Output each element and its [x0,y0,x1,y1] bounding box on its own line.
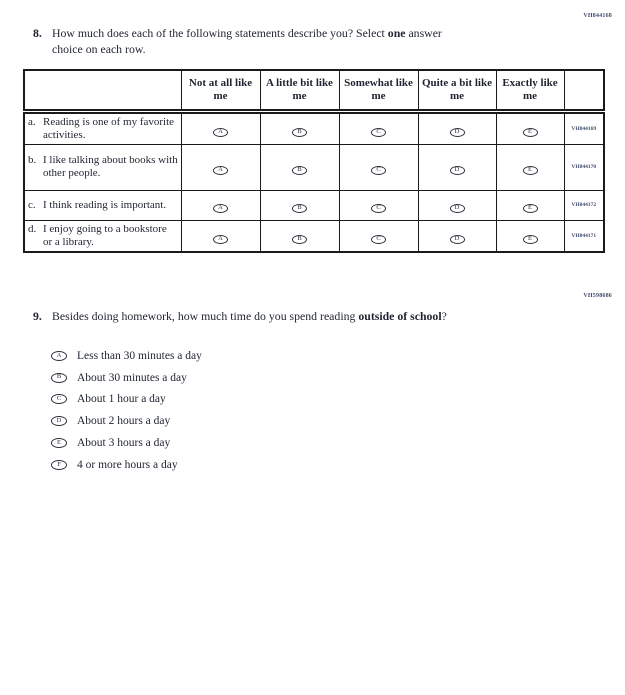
header-quite-a-bit: Quite a bit like me [417,69,497,114]
radio-d-not-at-all[interactable]: A [213,234,228,244]
radio-b-not-at-all[interactable]: A [213,166,228,176]
item-code-row-a: VH844169 [563,111,605,145]
statement-a-label: a. [28,116,36,128]
q8-answer-table: Not at all like me A little bit like me … [23,69,605,253]
q9-option-4-or-more: F 4 or more hours a day [51,454,202,476]
header-statement-blank [23,69,182,114]
table-row-b: b. I like talking about books with other … [23,143,605,191]
table-header-row: Not at all like me A little bit like me … [23,69,605,114]
question-9-number: 9. [33,309,42,323]
statement-d-text: I enjoy going to a bookstore or a librar… [43,222,167,248]
header-not-at-all: Not at all like me [180,69,261,114]
statement-c-text: I think reading is important. [43,198,167,211]
statement-a: a. Reading is one of my favorite activiti… [25,114,181,144]
radio-d-exactly-like[interactable]: E [522,234,538,244]
item-code-row-d: VH844171 [563,219,605,253]
radio-q9-c[interactable]: C [51,394,67,405]
radio-c-quite-a-bit[interactable]: D [449,204,465,214]
question-8-prompt-line2: choice on each row. [52,41,146,56]
statement-c-label: c. [28,198,36,211]
statement-d: d. I enjoy going to a bookstore or a libr… [25,221,181,251]
item-code-q8: VH844168 [583,13,612,19]
statement-a-text: Reading is one of my favorite activities… [43,116,175,141]
q9-options-list: A Less than 30 minutes a day B About 30 … [51,345,202,476]
statement-b-label: b. [28,154,37,167]
radio-q9-e[interactable]: E [51,438,67,449]
question-9-prompt-suffix: ? [441,309,447,323]
question-8-number: 8. [33,26,42,40]
item-code-row-b: VH844170 [563,143,605,191]
q9-option-label: About 3 hours a day [77,437,171,450]
question-8-prompt: How much does each of the following stat… [52,26,442,58]
q9-option-about-30: B About 30 minutes a day [51,367,202,389]
question-8: 8. How much does each of the following s… [33,26,538,58]
q9-option-label: 4 or more hours a day [77,458,178,471]
radio-q9-d[interactable]: D [51,416,67,427]
radio-d-somewhat[interactable]: C [371,234,386,244]
radio-q9-a[interactable]: A [51,350,67,361]
header-a-little-bit: A little bit like me [259,69,340,114]
q9-option-less-than-30: A Less than 30 minutes a day [51,345,202,367]
radio-c-a-little-bit[interactable]: B [292,204,307,214]
statement-d-label: d. [28,222,37,235]
radio-a-quite-a-bit[interactable]: D [449,127,465,137]
question-8-prompt-bold: one [387,26,406,40]
radio-b-somewhat[interactable]: C [371,166,386,176]
item-code-q9: VH598686 [583,293,612,299]
question-9-prompt-bold: outside of school [358,309,442,323]
radio-a-somewhat[interactable]: C [371,127,386,137]
q9-option-label: About 1 hour a day [77,393,166,406]
header-somewhat: Somewhat like me [338,69,419,114]
radio-a-not-at-all[interactable]: A [213,127,228,137]
statement-c: c. I think reading is important. [25,197,181,214]
question-8-prompt-prefix: How much does each of the following stat… [52,26,388,40]
radio-d-a-little-bit[interactable]: B [292,234,307,244]
radio-q9-b[interactable]: B [51,372,67,383]
radio-c-exactly-like[interactable]: E [522,204,538,214]
statement-b: b. I like talking about books with other … [25,152,181,182]
radio-a-a-little-bit[interactable]: B [292,127,307,137]
q9-option-label: About 2 hours a day [77,415,171,428]
q9-option-label: Less than 30 minutes a day [77,349,202,362]
question-9: 9. Besides doing homework, how much time… [33,309,593,325]
radio-a-exactly-like[interactable]: E [522,127,538,137]
header-exactly-like: Exactly like me [495,69,565,114]
q9-option-label: About 30 minutes a day [77,371,187,384]
q9-option-about-1-hour: C About 1 hour a day [51,389,202,411]
radio-b-quite-a-bit[interactable]: D [449,166,465,176]
q9-option-about-3-hours: E About 3 hours a day [51,432,202,454]
table-row-c: c. I think reading is important. A B C D … [23,189,605,221]
item-code-row-c: VH844172 [563,189,605,221]
question-9-prompt: Besides doing homework, how much time do… [52,309,447,325]
radio-b-a-little-bit[interactable]: B [292,166,307,176]
statement-b-text: I like talking about books with other pe… [43,154,178,180]
q9-option-about-2-hours: D About 2 hours a day [51,410,202,432]
question-9-prompt-prefix: Besides doing homework, how much time do… [52,309,359,323]
radio-d-quite-a-bit[interactable]: D [449,234,465,244]
radio-b-exactly-like[interactable]: E [522,166,538,176]
question-8-prompt-suffix: answer [405,26,442,40]
table-row-a: a. Reading is one of my favorite activiti… [23,111,605,145]
radio-c-somewhat[interactable]: C [371,204,386,214]
header-code-blank [563,69,605,114]
radio-q9-f[interactable]: F [51,459,67,470]
radio-c-not-at-all[interactable]: A [213,204,228,214]
table-row-d: d. I enjoy going to a bookstore or a libr… [23,219,605,253]
